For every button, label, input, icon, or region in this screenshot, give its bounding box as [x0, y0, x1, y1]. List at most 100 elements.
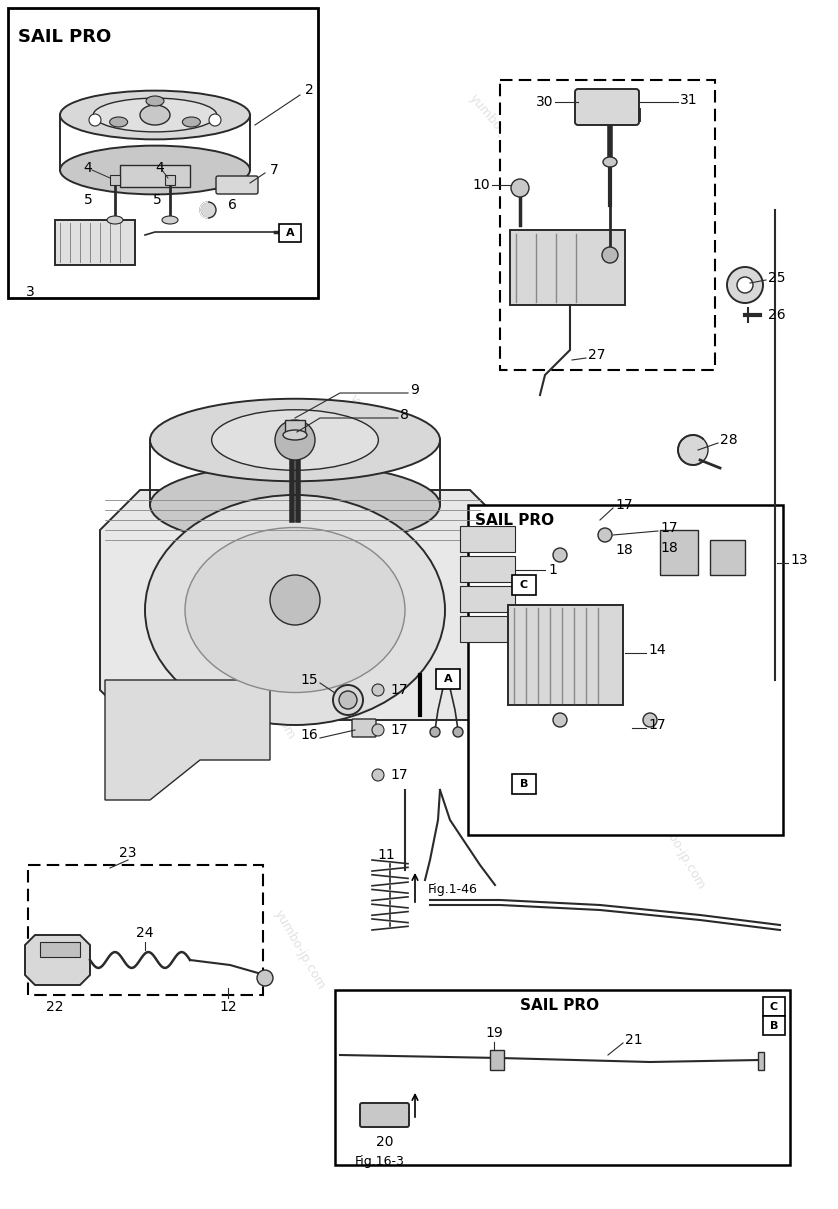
Polygon shape — [100, 490, 510, 721]
FancyBboxPatch shape — [758, 1052, 764, 1070]
Circle shape — [737, 277, 753, 293]
Text: 24: 24 — [137, 926, 153, 941]
Text: 4: 4 — [156, 161, 164, 175]
Ellipse shape — [603, 157, 617, 167]
Circle shape — [643, 713, 657, 727]
Text: 31: 31 — [680, 93, 697, 108]
Text: 4: 4 — [84, 161, 92, 175]
Circle shape — [209, 114, 221, 126]
Circle shape — [602, 247, 618, 264]
Text: 5: 5 — [153, 193, 162, 207]
Text: 15: 15 — [300, 673, 318, 687]
Circle shape — [372, 769, 384, 781]
Text: 25: 25 — [768, 271, 785, 285]
Circle shape — [453, 727, 463, 737]
Circle shape — [678, 435, 708, 465]
Ellipse shape — [60, 145, 250, 195]
Ellipse shape — [146, 96, 164, 106]
Circle shape — [511, 179, 529, 197]
Ellipse shape — [150, 399, 440, 481]
FancyBboxPatch shape — [500, 80, 715, 370]
FancyBboxPatch shape — [352, 719, 376, 737]
Text: 1: 1 — [548, 563, 557, 577]
FancyBboxPatch shape — [120, 164, 190, 187]
Text: 23: 23 — [119, 846, 137, 860]
Text: 17: 17 — [390, 723, 407, 737]
Text: Fig.1-46: Fig.1-46 — [428, 884, 478, 897]
Circle shape — [553, 713, 567, 727]
Text: yumbo-jp.com: yumbo-jp.com — [272, 908, 328, 993]
Ellipse shape — [162, 216, 178, 224]
Text: 26: 26 — [768, 308, 786, 322]
Text: 13: 13 — [790, 553, 808, 567]
FancyBboxPatch shape — [285, 420, 305, 436]
Polygon shape — [25, 935, 90, 985]
Text: 16: 16 — [300, 728, 318, 742]
Text: 22: 22 — [46, 1000, 64, 1014]
Ellipse shape — [140, 105, 170, 125]
Text: Fig.16-3: Fig.16-3 — [355, 1155, 405, 1168]
Text: 19: 19 — [485, 1026, 503, 1040]
Text: SAIL PRO: SAIL PRO — [520, 997, 599, 1013]
FancyBboxPatch shape — [512, 575, 536, 595]
FancyBboxPatch shape — [110, 175, 120, 185]
FancyBboxPatch shape — [28, 864, 263, 995]
Text: 28: 28 — [720, 433, 737, 447]
Text: 5: 5 — [84, 193, 92, 207]
Text: 11: 11 — [377, 848, 395, 862]
Circle shape — [372, 684, 384, 696]
Text: 18: 18 — [615, 543, 633, 557]
Text: 17: 17 — [648, 718, 665, 731]
Text: 18: 18 — [660, 540, 678, 555]
Circle shape — [257, 970, 273, 987]
Circle shape — [270, 575, 320, 625]
Text: 17: 17 — [615, 498, 633, 511]
Circle shape — [89, 114, 101, 126]
Ellipse shape — [110, 117, 127, 127]
FancyBboxPatch shape — [512, 774, 536, 794]
Ellipse shape — [283, 430, 307, 440]
Ellipse shape — [185, 527, 405, 693]
FancyBboxPatch shape — [335, 990, 790, 1165]
Circle shape — [275, 420, 315, 459]
Text: SAIL PRO: SAIL PRO — [475, 513, 554, 528]
FancyBboxPatch shape — [710, 540, 745, 575]
Text: C: C — [520, 580, 528, 590]
Text: A: A — [443, 673, 453, 684]
FancyBboxPatch shape — [510, 230, 625, 305]
Circle shape — [598, 528, 612, 542]
Text: A: A — [286, 229, 294, 238]
Text: yumbo-jp.com: yumbo-jp.com — [346, 392, 414, 469]
FancyBboxPatch shape — [460, 586, 515, 612]
FancyBboxPatch shape — [40, 942, 80, 958]
FancyBboxPatch shape — [360, 1103, 409, 1127]
Text: C: C — [770, 1002, 778, 1012]
Circle shape — [553, 548, 567, 562]
Ellipse shape — [60, 91, 250, 139]
Text: 17: 17 — [660, 521, 678, 536]
FancyBboxPatch shape — [460, 526, 515, 553]
Text: 6: 6 — [228, 198, 237, 212]
FancyBboxPatch shape — [460, 617, 515, 642]
Circle shape — [430, 727, 440, 737]
FancyBboxPatch shape — [660, 530, 698, 575]
Ellipse shape — [183, 117, 200, 127]
FancyBboxPatch shape — [763, 1016, 785, 1035]
Text: 7: 7 — [270, 163, 279, 177]
Ellipse shape — [107, 216, 123, 224]
Text: yumbo-jp.com: yumbo-jp.com — [646, 1062, 714, 1139]
Ellipse shape — [200, 202, 216, 218]
Ellipse shape — [339, 692, 357, 708]
Text: yumbo-jp.com: yumbo-jp.com — [466, 92, 534, 168]
Text: yumbo-jp.com: yumbo-jp.com — [242, 658, 298, 742]
FancyBboxPatch shape — [490, 1049, 504, 1070]
FancyBboxPatch shape — [575, 89, 639, 125]
FancyBboxPatch shape — [468, 505, 783, 835]
Text: 10: 10 — [473, 178, 490, 192]
Text: 3: 3 — [26, 285, 34, 299]
Ellipse shape — [212, 410, 379, 470]
Text: 9: 9 — [410, 383, 419, 397]
Text: 27: 27 — [588, 348, 606, 361]
FancyBboxPatch shape — [460, 556, 515, 582]
FancyBboxPatch shape — [8, 8, 318, 297]
